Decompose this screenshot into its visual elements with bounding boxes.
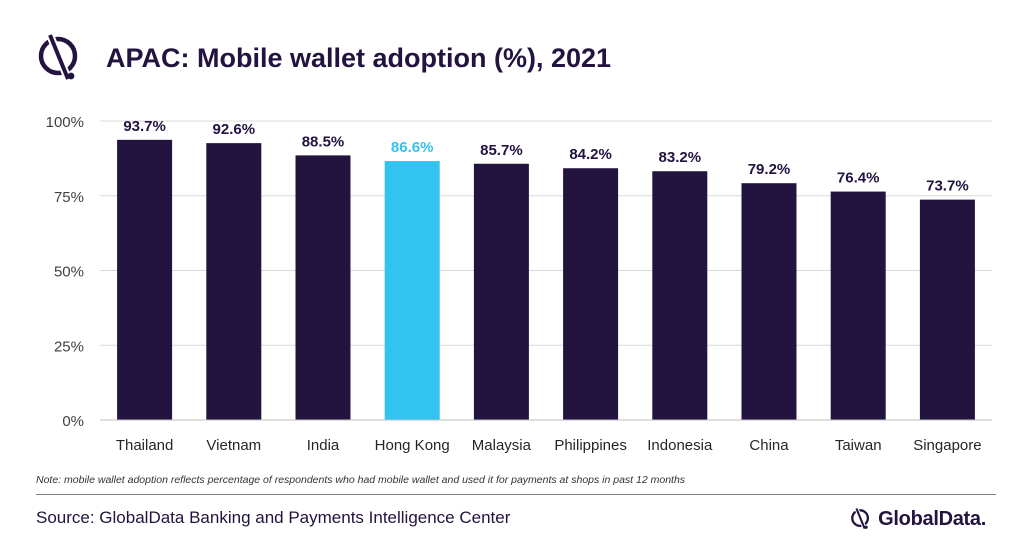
data-label: 73.7% <box>926 178 969 195</box>
x-tick-label: Thailand <box>116 437 174 454</box>
bar <box>830 191 886 420</box>
x-tick-label: China <box>749 437 789 454</box>
y-tick-label: 0% <box>62 413 84 430</box>
globaldata-brand-icon <box>851 507 870 530</box>
bar <box>563 168 619 420</box>
page-title: APAC: Mobile wallet adoption (%), 2021 <box>106 42 612 73</box>
data-label: 92.6% <box>213 121 256 138</box>
data-label: 85.7% <box>480 142 523 159</box>
data-label: 84.2% <box>569 146 612 163</box>
data-label: 93.7% <box>123 118 166 135</box>
bar-chart: 0% 25% 50% 75% 100% 93.7% Thailand 92.6% Vietnam… <box>46 114 992 454</box>
y-tick-label: 25% <box>54 338 84 355</box>
bar <box>652 171 708 420</box>
header: APAC: Mobile wallet adoption (%), 2021 <box>36 28 611 88</box>
data-label: 83.2% <box>659 149 702 166</box>
bar <box>206 143 262 420</box>
bar <box>473 163 529 420</box>
data-label: 79.2% <box>748 161 791 178</box>
x-tick-label: Philippines <box>554 437 627 454</box>
globaldata-logo-icon <box>38 33 78 81</box>
y-tick-label: 50% <box>54 264 84 281</box>
y-tick-label: 100% <box>46 114 84 131</box>
divider <box>36 494 996 495</box>
x-tick-label: Hong Kong <box>375 437 450 454</box>
bar <box>295 155 351 420</box>
bar <box>117 139 173 420</box>
x-tick-label: Taiwan <box>835 437 882 454</box>
brand-name: GlobalData. <box>878 507 986 530</box>
x-tick-label: Vietnam <box>206 437 261 454</box>
x-tick-label: Singapore <box>913 437 981 454</box>
bar <box>384 161 440 421</box>
chart-note: Note: mobile wallet adoption reflects pe… <box>36 474 686 486</box>
data-label: 88.5% <box>302 133 345 150</box>
bar <box>919 199 975 420</box>
brand-logo: GlobalData. <box>850 506 986 532</box>
y-tick-label: 75% <box>54 189 84 206</box>
source-text: Source: GlobalData Banking and Payments … <box>36 508 511 527</box>
data-label: 76.4% <box>837 170 880 187</box>
x-tick-label: India <box>307 437 340 454</box>
data-label: 86.6% <box>391 139 434 156</box>
bar <box>741 183 797 420</box>
x-tick-label: Malaysia <box>472 437 532 454</box>
x-tick-label: Indonesia <box>647 437 713 454</box>
